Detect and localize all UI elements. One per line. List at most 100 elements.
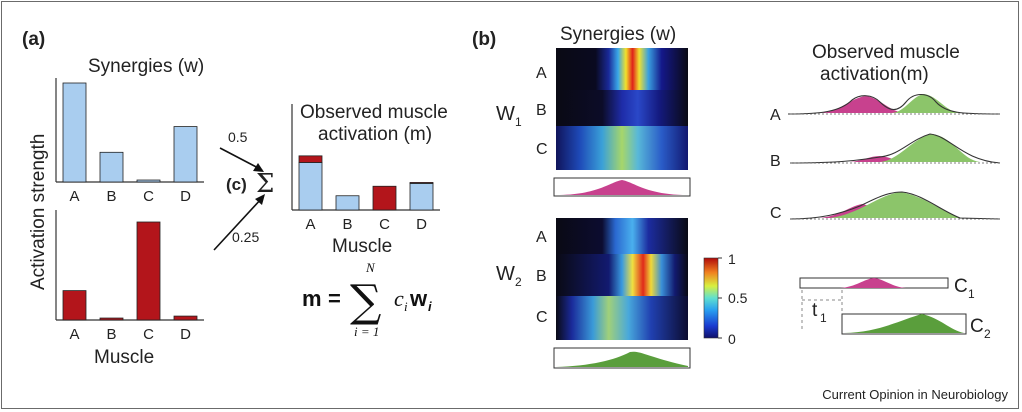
eq-sum: ∑: [350, 276, 381, 327]
synergy-equation: m = N ∑ i = 1 c i w i: [302, 260, 432, 339]
w1-tick-c: C: [143, 188, 154, 205]
observed-title-a-1: Observed muscle: [300, 102, 448, 123]
w2-heat-row-a: [556, 218, 688, 254]
w2-heat-row-b: [556, 254, 688, 296]
w1-profile-curve: [556, 180, 688, 195]
eq-lower: i = 1: [354, 324, 379, 339]
c1-label: C: [954, 276, 968, 297]
muscle-xlabel-m: Muscle: [332, 236, 392, 257]
m-tick-d: D: [416, 216, 427, 233]
m-tick-a: A: [305, 216, 315, 233]
observed-title-b-2: activation(m): [820, 64, 929, 85]
synergies-title-a: Synergies (w): [88, 56, 204, 77]
w2-heatmap: [556, 218, 688, 340]
observed-trace-c: [789, 191, 1001, 220]
w2-profile-curve: [556, 351, 688, 367]
c1-coefficient-box: [799, 277, 949, 289]
synergies-title-b: Synergies (w): [560, 24, 676, 45]
sum-symbol: Σ: [256, 169, 274, 199]
t1-label-sub: 1: [820, 311, 827, 325]
w1-label: W: [496, 103, 515, 125]
m-bar-d-s1: [409, 182, 434, 211]
colorbar-label-0: 0: [728, 331, 736, 347]
m-bar-c-s2: [372, 185, 397, 211]
weight-1-label: 0.5: [228, 129, 248, 145]
w2-label-sub: 2: [515, 275, 522, 289]
m-tick-b: B: [342, 216, 352, 233]
colorbar: 1 0.5 0: [703, 251, 748, 347]
trace-c-green: [830, 192, 962, 218]
w2-bar-b: [99, 317, 124, 321]
m-bar-b-s1: [335, 195, 360, 211]
w2-row-c-label: C: [536, 309, 548, 326]
panel-a-label: (a): [22, 29, 45, 50]
w1-row-a-label: A: [536, 65, 547, 82]
w1-heat-row-c: [556, 126, 688, 170]
m-bar-a-s1: [298, 162, 323, 211]
m-tick-c: C: [379, 216, 390, 233]
w2-coefficient-profile: [553, 347, 691, 369]
trace-a-outline: [787, 93, 1001, 115]
w2-bar-a: [62, 290, 87, 321]
m-bar-d-s2: [409, 182, 434, 184]
w2-label: W: [496, 263, 515, 285]
c2-label-sub: 2: [984, 327, 991, 341]
w2-row-b-label: B: [536, 268, 547, 285]
w1-bar-a: [62, 82, 87, 183]
journal-credit: Current Opinion in Neurobiology: [822, 387, 1008, 402]
m-bar-a-s2: [298, 155, 323, 163]
trace-b-outline: [789, 133, 1001, 164]
w1-tick-b: B: [106, 188, 116, 205]
w1-bar-b: [99, 151, 124, 183]
trace-b-label: B: [770, 153, 781, 170]
trace-a-magenta: [820, 96, 905, 113]
arrow-lower: [213, 197, 263, 251]
w1-row-c-label: C: [536, 141, 548, 158]
observed-trace-b: [789, 133, 1001, 164]
w2-bar-d: [173, 315, 198, 321]
observed-title-b-1: Observed muscle: [812, 42, 960, 63]
w1-coefficient-profile: [553, 177, 691, 197]
trace-b-green: [880, 134, 980, 162]
observed-m-chart: A B C D: [291, 104, 440, 233]
c2-coefficient-box: [841, 313, 967, 335]
trace-c-outline: [789, 191, 1001, 220]
w2-tick-b: B: [106, 326, 116, 343]
eq-upper: N: [365, 260, 376, 275]
eq-term-c-sub: i: [404, 299, 408, 314]
c2-curve: [844, 314, 964, 333]
w1-heat-row-a: [556, 48, 688, 90]
w1-heat-row-b: [556, 90, 688, 126]
w2-tick-c: C: [143, 326, 154, 343]
eq-term-w: w: [409, 286, 428, 311]
arrow-upper: [219, 147, 263, 171]
activation-ylabel: Activation strength: [28, 134, 49, 290]
w1-tick-a: A: [69, 188, 79, 205]
eq-equals: =: [328, 286, 341, 311]
arrow-lower-head: [255, 194, 265, 205]
w2-heat-row-c: [556, 296, 688, 340]
trace-a-label: A: [770, 107, 781, 124]
arrow-upper-head: [253, 163, 264, 172]
t1-label: t: [812, 300, 818, 321]
trace-a-green: [892, 94, 960, 113]
eq-term-w-sub: i: [428, 299, 432, 314]
w1-tick-d: D: [180, 188, 191, 205]
panel-c-label: (c): [226, 175, 247, 194]
weight-2-label: 0.25: [232, 229, 259, 245]
w2-tick-d: D: [180, 326, 191, 343]
w1-heatmap: [556, 48, 688, 170]
w1-bar-d: [173, 126, 198, 183]
w1-bar-c: [136, 179, 161, 183]
panel-b-label: (b): [472, 29, 496, 50]
w2-bar-c: [136, 221, 161, 321]
c1-label-sub: 1: [968, 287, 975, 301]
eq-term-c: c: [394, 286, 404, 311]
synergy-w1-chart: A B C D: [55, 78, 204, 205]
time-shift-marker: [801, 290, 843, 332]
synergy-w2-chart: A B C D: [55, 210, 204, 343]
w1-row-b-label: B: [536, 102, 547, 119]
colorbar-label-05: 0.5: [728, 290, 748, 306]
